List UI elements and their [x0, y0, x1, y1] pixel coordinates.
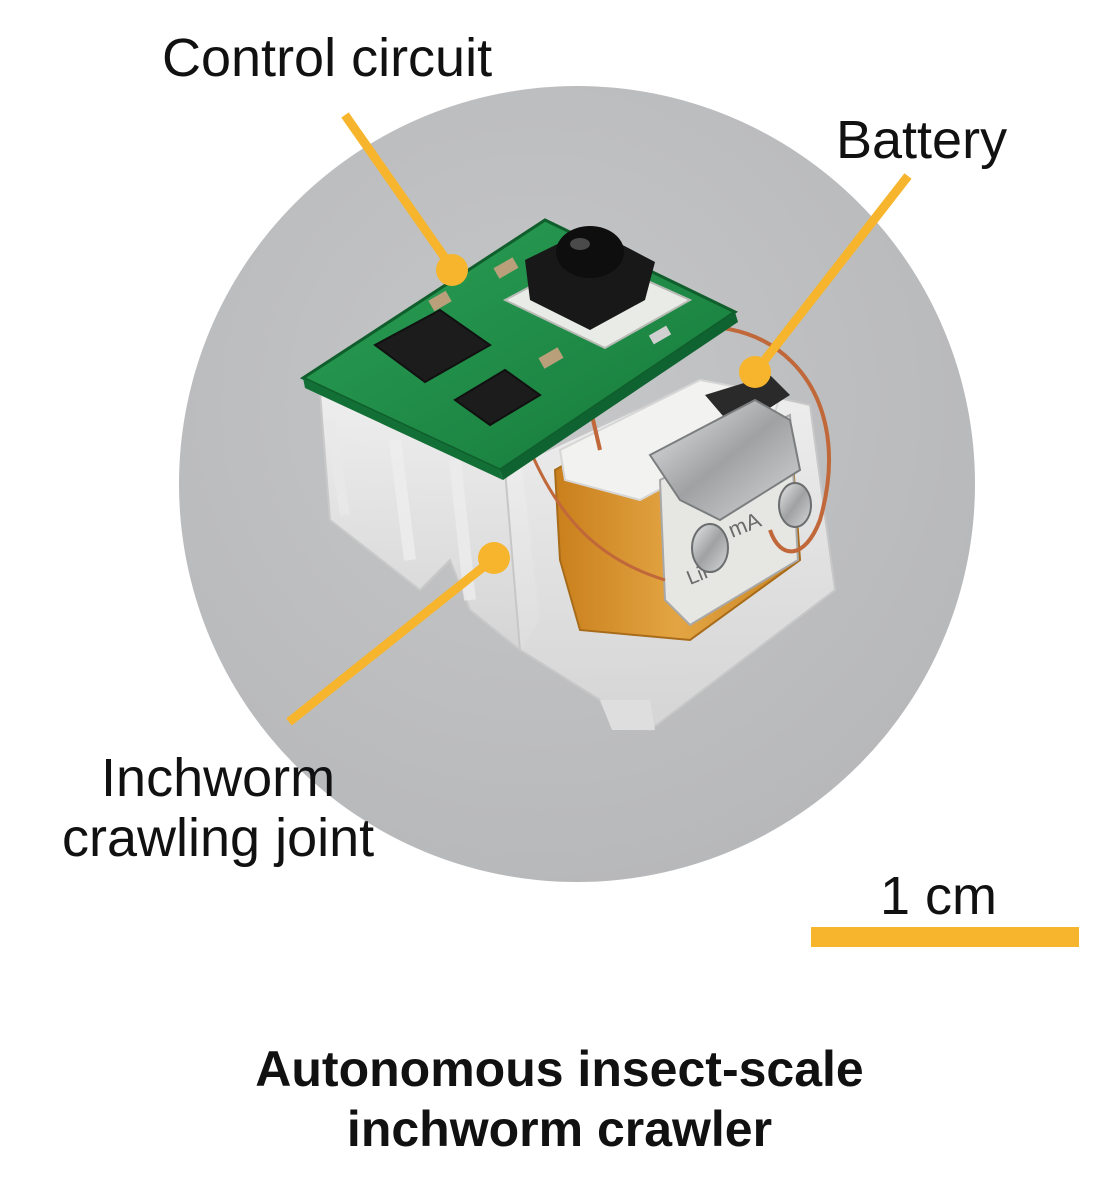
battery-terminal-2 — [778, 482, 812, 528]
control-circuit-leader-line — [341, 112, 456, 271]
battery-label-text: Battery — [836, 110, 1008, 170]
sensor-lens — [556, 226, 624, 278]
control-circuit-marker-dot — [436, 254, 468, 286]
scale-bar-label: 1 cm — [880, 866, 998, 926]
chip-1 — [373, 308, 492, 384]
control-circuit-label: Control circuit — [162, 28, 493, 88]
joint-leader-line — [286, 556, 495, 726]
caption-line-1: Autonomous insect-scale — [255, 1041, 864, 1097]
battery-terminal-1 — [691, 523, 729, 573]
battery-leader-line — [753, 173, 912, 373]
scale-bar — [811, 927, 1079, 947]
caption-line-2: inchworm crawler — [346, 1101, 773, 1157]
leader-lines — [286, 112, 912, 726]
inchworm-joint-label: Inchworm crawling joint — [62, 748, 374, 869]
robot-illustration: mA LiP — [299, 218, 837, 732]
chip-2 — [453, 368, 542, 427]
inchworm-joint-label-line-1: Inchworm — [101, 748, 336, 808]
inchworm-joint-label-line-2: crawling joint — [62, 808, 375, 869]
battery-marker-dot — [739, 356, 771, 388]
battery-clip — [648, 398, 802, 522]
joint-marker-dot — [478, 542, 510, 574]
